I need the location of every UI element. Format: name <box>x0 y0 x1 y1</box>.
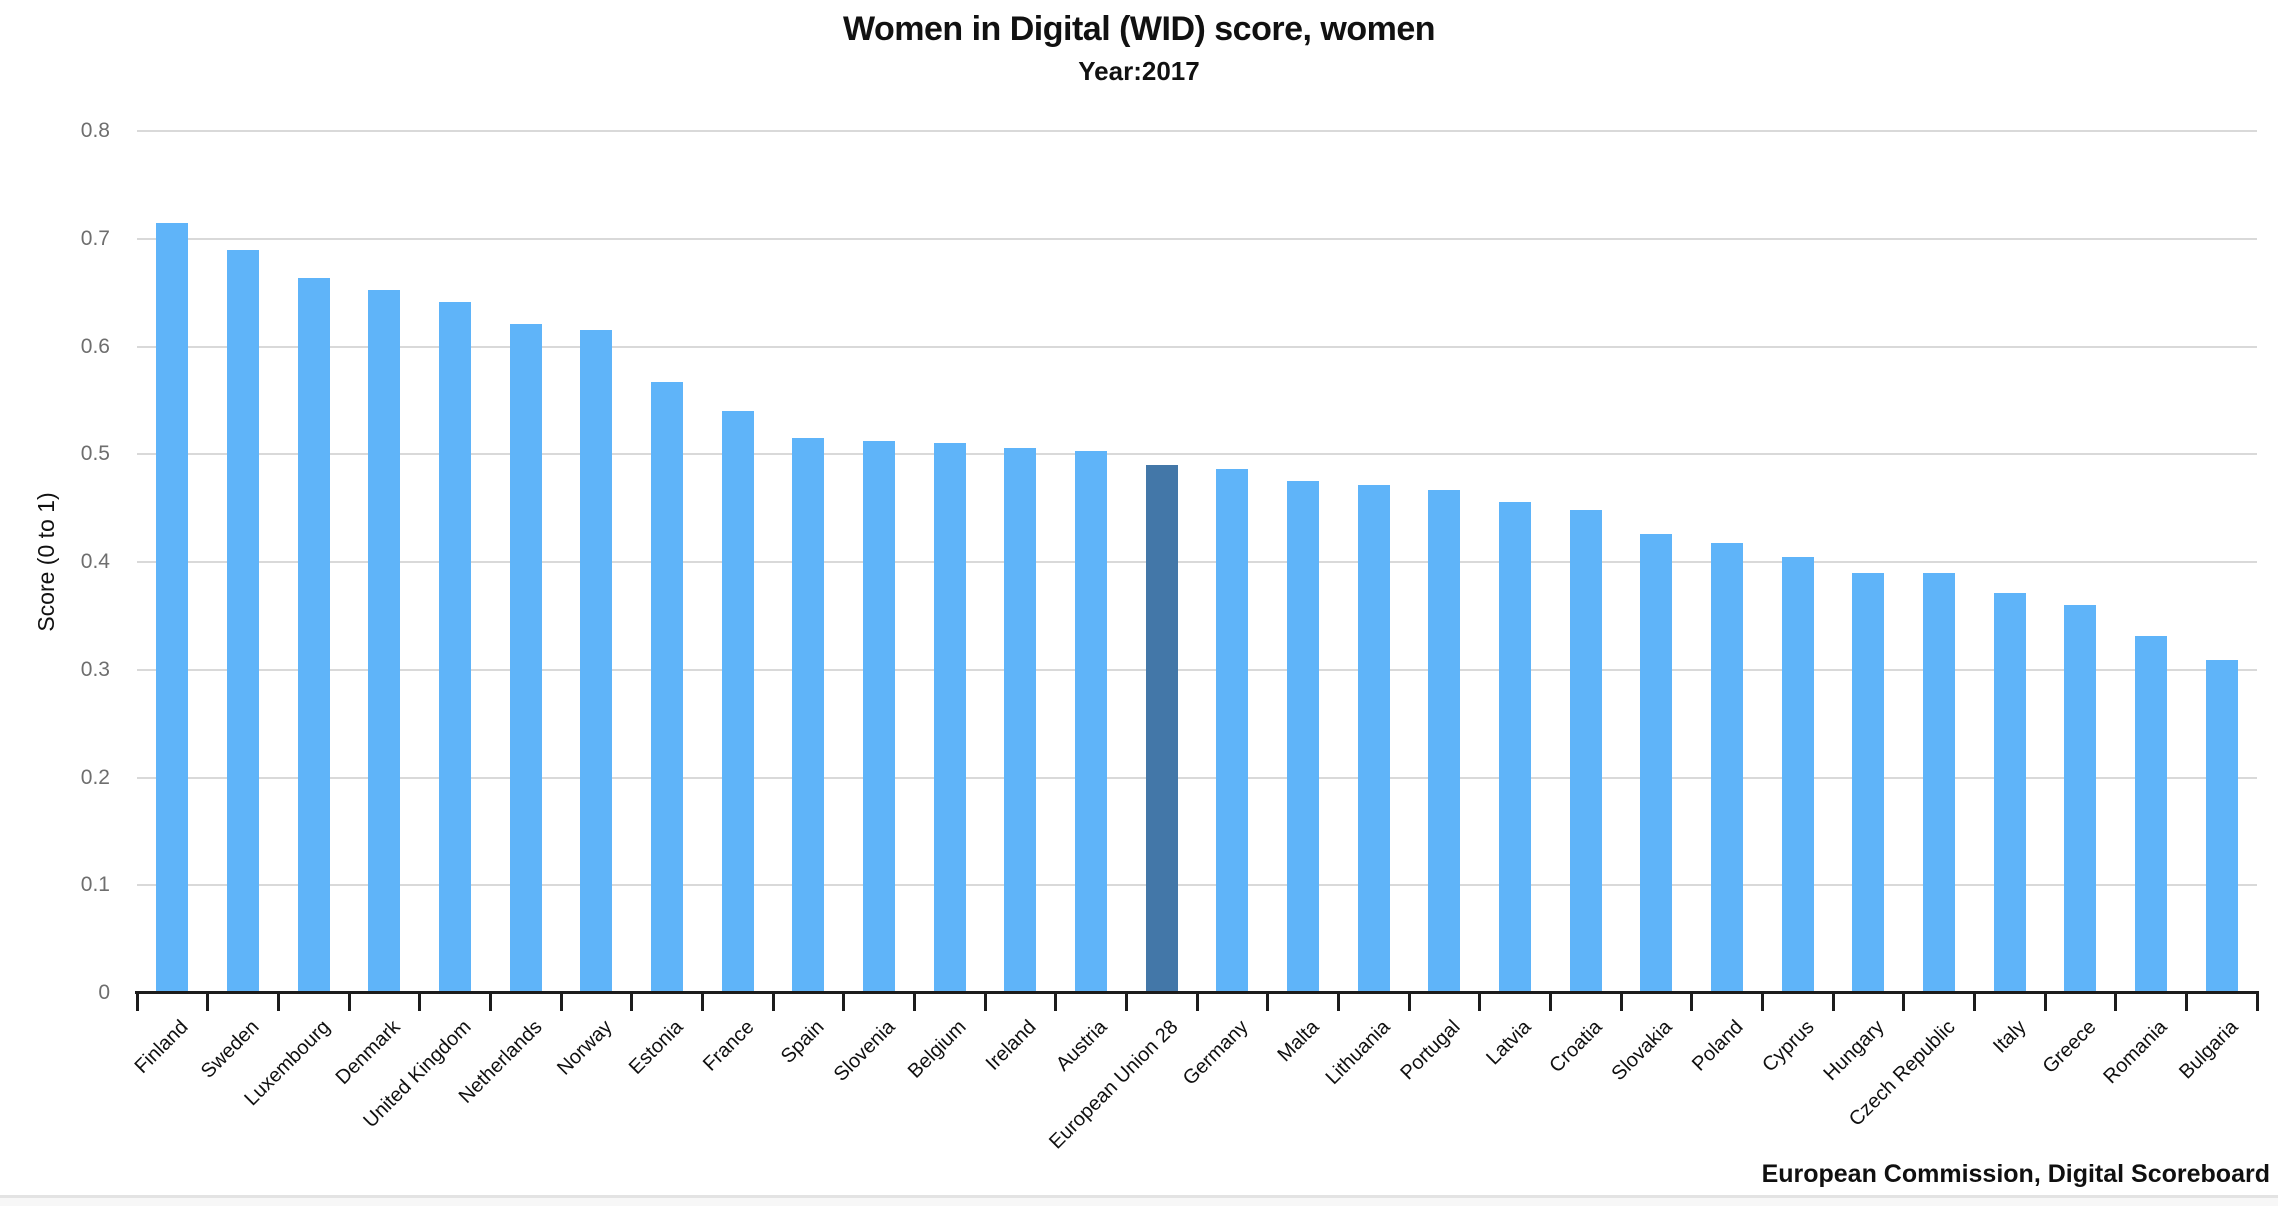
x-axis-tick <box>135 993 139 1011</box>
gridline-0.5 <box>137 453 2257 456</box>
bar-spain[interactable] <box>792 438 825 993</box>
attribution-text: European Commission, Digital Scoreboard <box>1761 1160 2270 1188</box>
bar-france[interactable] <box>721 411 754 993</box>
gridline-0.6 <box>137 345 2257 348</box>
x-axis-tick <box>1054 993 1058 1011</box>
bar-european-union-28[interactable] <box>1145 465 1178 993</box>
x-axis-tick <box>1124 993 1128 1011</box>
bar-bulgaria[interactable] <box>2205 660 2238 993</box>
y-tick-label-0.5: 0.5 <box>80 442 110 466</box>
x-axis-tick <box>700 993 704 1011</box>
bar-slovakia[interactable] <box>1640 533 1673 993</box>
x-axis-tick <box>418 993 422 1011</box>
x-axis-tick <box>488 993 492 1011</box>
x-axis-tick <box>2114 993 2118 1011</box>
y-tick-label-0.7: 0.7 <box>80 226 110 250</box>
bar-germany[interactable] <box>1216 469 1249 993</box>
y-tick-label-0.3: 0.3 <box>80 657 110 681</box>
gridline-0.8 <box>137 130 2257 132</box>
bar-united-kingdom[interactable] <box>439 302 471 993</box>
gridline-0.3 <box>137 668 2257 671</box>
footer-divider <box>0 1195 2278 1206</box>
x-axis-tick <box>206 993 210 1011</box>
y-tick-label-0.2: 0.2 <box>80 765 110 789</box>
bar-cyprus[interactable] <box>1781 556 1814 993</box>
y-tick-label-0: 0 <box>98 981 110 1004</box>
bar-slovenia[interactable] <box>863 441 895 993</box>
x-axis-tick <box>347 993 351 1011</box>
x-axis-tick <box>1760 993 1764 1011</box>
chart-title: Women in Digital (WID) score, women <box>842 10 1436 48</box>
bar-austria[interactable] <box>1075 451 1107 993</box>
gridline-0.7 <box>137 237 2257 240</box>
x-axis-tick <box>912 993 916 1011</box>
bar-italy[interactable] <box>1993 593 2026 993</box>
bar-croatia[interactable] <box>1569 510 1602 993</box>
y-tick-label-0.4: 0.4 <box>80 550 110 573</box>
bar-romania[interactable] <box>2135 636 2167 993</box>
x-axis-tick <box>1548 993 1552 1011</box>
bar-norway[interactable] <box>580 330 613 993</box>
gridline-0.1 <box>137 884 2257 887</box>
x-axis-tick <box>771 993 775 1011</box>
gridline-0.4 <box>137 561 2257 563</box>
bar-netherlands[interactable] <box>509 323 542 993</box>
x-axis-tick <box>276 993 280 1011</box>
x-axis-tick <box>1266 993 1270 1011</box>
x-axis-tick <box>983 993 987 1011</box>
x-axis-tick <box>1336 993 1340 1011</box>
x-axis-tick <box>2043 993 2047 1011</box>
x-axis-tick <box>842 993 846 1011</box>
y-tick-label-0.1: 0.1 <box>80 873 110 897</box>
bar-estonia[interactable] <box>651 382 683 993</box>
x-axis-tick <box>2255 993 2259 1011</box>
bar-finland[interactable] <box>156 222 189 993</box>
bar-portugal[interactable] <box>1428 489 1461 993</box>
x-axis-tick <box>1972 993 1976 1011</box>
x-axis-tick <box>2184 993 2188 1011</box>
bar-czech-republic[interactable] <box>1923 572 1955 993</box>
bar-belgium[interactable] <box>933 443 966 993</box>
x-axis-tick <box>559 993 563 1011</box>
x-axis-tick <box>1407 993 1411 1011</box>
bar-sweden[interactable] <box>227 249 259 993</box>
chart-subtitle: Year:2017 <box>1078 56 1200 86</box>
bar-hungary[interactable] <box>1852 572 1885 993</box>
bar-poland[interactable] <box>1711 542 1743 993</box>
bar-ireland[interactable] <box>1004 447 1037 993</box>
x-axis-tick <box>1478 993 1482 1011</box>
x-axis-tick <box>630 993 634 1011</box>
bar-lithuania[interactable] <box>1357 485 1390 993</box>
bar-malta[interactable] <box>1287 481 1319 993</box>
y-tick-label-0.8: 0.8 <box>80 119 110 142</box>
bar-greece[interactable] <box>2064 605 2097 993</box>
bar-latvia[interactable] <box>1499 501 1531 993</box>
bar-luxembourg[interactable] <box>297 277 330 993</box>
x-axis-line <box>135 991 2259 994</box>
x-axis-tick <box>1902 993 1906 1011</box>
x-axis-tick <box>1690 993 1694 1011</box>
bar-denmark[interactable] <box>368 290 401 993</box>
gridline-0.2 <box>137 776 2257 779</box>
x-axis-tick <box>1831 993 1835 1011</box>
x-axis-tick <box>1195 993 1199 1011</box>
x-axis-tick <box>1619 993 1623 1011</box>
y-tick-label-0.6: 0.6 <box>80 334 110 358</box>
